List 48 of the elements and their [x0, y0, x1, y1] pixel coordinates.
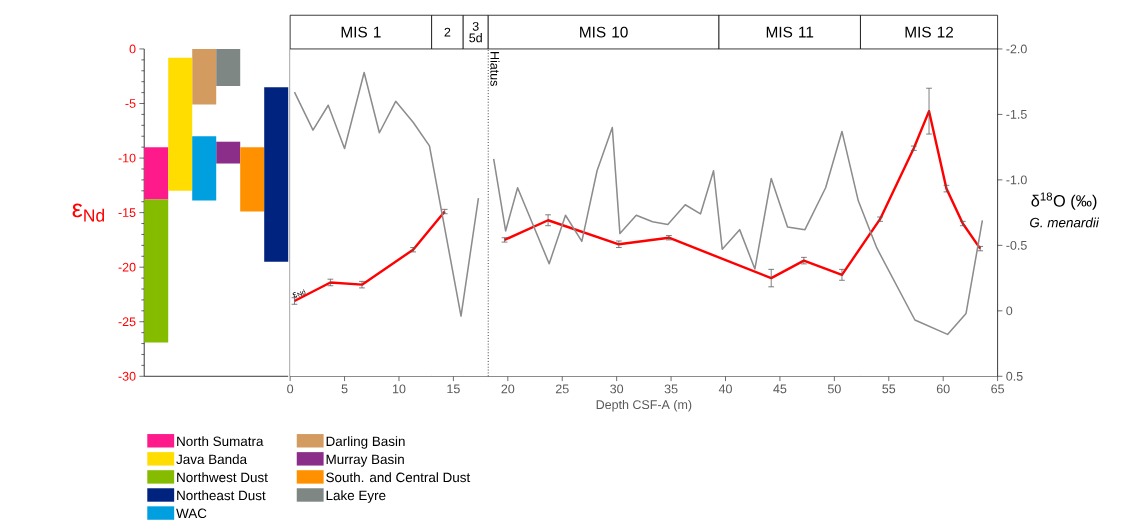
- legend-label: North Sumatra: [177, 436, 264, 447]
- x-tick-label: 15: [447, 384, 460, 394]
- x-tick-label: 35: [664, 384, 678, 394]
- x-tick-label: 20: [501, 384, 515, 394]
- x-tick-label: 50: [827, 384, 841, 394]
- band-label: MIS 1: [341, 26, 381, 38]
- y2-tick-label: -0.5: [1006, 241, 1027, 250]
- legend-label: Northeast Dust: [177, 490, 266, 501]
- y-tick-label: -15: [118, 208, 136, 218]
- x-tick-label: 5: [341, 384, 348, 394]
- ref-line-label: Hiatus: [490, 52, 500, 87]
- band-label: MIS 11: [766, 26, 814, 38]
- y2-tick-label: 0.5: [1006, 371, 1023, 381]
- legend-label: WAC: [176, 508, 207, 519]
- x-tick-label: 10: [392, 384, 406, 394]
- y-tick-label: -20: [118, 262, 136, 272]
- x-tick-label: 25: [555, 384, 569, 394]
- y2-axis-title: δ$^{18}$O (‰): [1031, 192, 1097, 210]
- band-label: 2: [444, 27, 451, 37]
- x-tick-label: 60: [936, 384, 950, 394]
- y-tick-label: 0: [129, 44, 136, 54]
- x-tick-label: 55: [882, 384, 896, 394]
- y2-tick-label: -2.0: [1006, 44, 1027, 54]
- legend-label: Murray Basin: [326, 454, 404, 467]
- legend-label: South. and Central Dust: [326, 472, 471, 483]
- y2-tick-label: 0: [1006, 306, 1013, 316]
- legend-label: Java Banda: [176, 454, 248, 465]
- y2-tick-label: -1.5: [1006, 110, 1027, 119]
- y-axis-title: ε$_{Nd}$: [72, 203, 105, 222]
- band-label: 3 5d: [469, 21, 482, 43]
- legend-label: Darling Basin: [326, 436, 405, 449]
- text: ε$_{Nd}$: [292, 289, 306, 298]
- x-tick-label: 65: [991, 384, 1005, 394]
- y-tick-label: -10: [118, 153, 136, 163]
- legend-label: Northwest Dust: [177, 472, 268, 483]
- y-tick-label: -30: [118, 371, 136, 381]
- x-tick-label: 30: [610, 384, 624, 394]
- y-tick-label: -5: [125, 99, 136, 108]
- y2-tick-label: -1.0: [1006, 175, 1027, 185]
- text: G. menardii: [1030, 217, 1100, 228]
- y-tick-label: -25: [118, 317, 136, 327]
- x-tick-label: 40: [718, 384, 732, 394]
- legend-label: Lake Eyre: [326, 490, 386, 503]
- x-tick-label: 45: [773, 384, 787, 394]
- band-label: MIS 12: [905, 26, 954, 38]
- x-axis-title: Depth CSF-A (m): [596, 399, 692, 412]
- band-label: MIS 10: [580, 26, 628, 38]
- x-tick-label: 0: [287, 384, 294, 394]
